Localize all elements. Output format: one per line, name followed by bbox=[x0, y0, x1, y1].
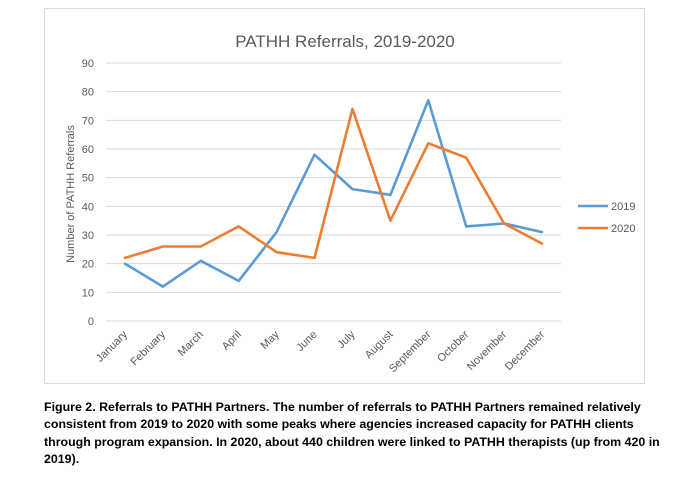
x-tick-label: January bbox=[94, 328, 131, 365]
x-tick-label: April bbox=[220, 329, 244, 353]
x-tick-label: November bbox=[465, 328, 510, 373]
y-tick-label: 50 bbox=[82, 173, 94, 185]
y-tick-label: 80 bbox=[82, 87, 94, 99]
x-tick-label: August bbox=[363, 329, 396, 362]
gridlines bbox=[106, 62, 561, 322]
y-tick-label: 40 bbox=[82, 201, 94, 213]
legend-label: 2020 bbox=[611, 223, 635, 235]
x-tick-label: May bbox=[259, 328, 283, 352]
x-tick-label: February bbox=[128, 328, 168, 368]
chart-title: PATHH Referrals, 2019-2020 bbox=[235, 32, 455, 51]
y-tick-label: 30 bbox=[82, 230, 94, 242]
figure-caption: Figure 2. Referrals to PATHH Partners. T… bbox=[44, 400, 660, 467]
y-axis-ticks: 0 10 20 30 40 50 60 70 80 90 bbox=[82, 58, 94, 328]
y-tick-label: 0 bbox=[88, 316, 94, 328]
x-tick-label: September bbox=[387, 328, 434, 375]
y-tick-label: 20 bbox=[82, 259, 94, 271]
legend: 2019 2020 bbox=[578, 201, 635, 235]
y-tick-label: 70 bbox=[82, 115, 94, 127]
y-tick-label: 90 bbox=[82, 58, 94, 70]
y-axis-label: Number of PATHH Referrals bbox=[65, 125, 77, 263]
series-line-2019 bbox=[123, 99, 544, 288]
line-chart: PATHH Referrals, 2019-2020 Number of PAT… bbox=[65, 32, 635, 375]
x-tick-label: December bbox=[503, 328, 548, 373]
y-tick-label: 10 bbox=[82, 287, 94, 299]
series-lines bbox=[123, 99, 544, 288]
chart-frame: PATHH Referrals, 2019-2020 Number of PAT… bbox=[44, 8, 645, 384]
x-tick-label: October bbox=[435, 328, 471, 364]
x-tick-label: March bbox=[176, 329, 206, 359]
y-tick-label: 60 bbox=[82, 144, 94, 156]
x-tick-label: July bbox=[335, 328, 358, 351]
legend-label: 2019 bbox=[611, 201, 635, 213]
x-tick-label: June bbox=[294, 329, 319, 354]
series-line-2020 bbox=[123, 107, 544, 260]
